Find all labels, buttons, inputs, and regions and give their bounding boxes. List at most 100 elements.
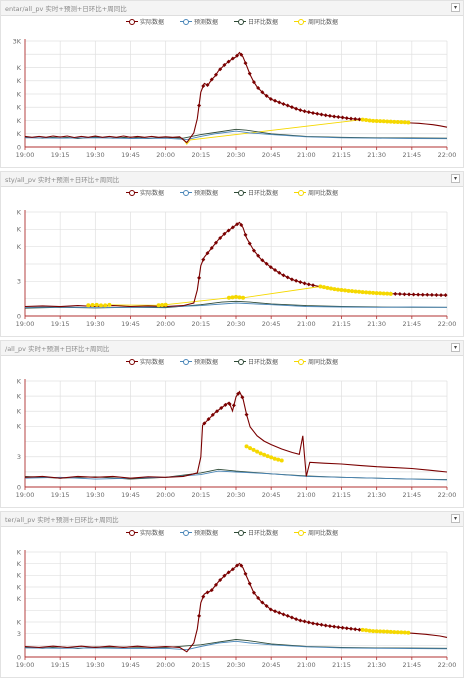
legend-swatch-icon xyxy=(234,18,246,25)
legend-item-week-ratio[interactable]: 周同比数据 xyxy=(294,356,338,366)
x-tick-label: 19:45 xyxy=(121,491,140,499)
x-tick-label: 20:15 xyxy=(191,151,210,159)
legend-item-actual[interactable]: 实际数据 xyxy=(125,187,164,197)
data-point-actual xyxy=(285,275,290,280)
data-point-actual xyxy=(327,113,332,118)
legend-swatch-icon xyxy=(294,18,307,25)
data-point-week-ratio xyxy=(160,302,165,307)
panel-title: sty/all_pv 实时+预测+日环比+周同比 xyxy=(5,176,120,184)
legend-label: 日环比数据 xyxy=(248,189,279,197)
legend-label: 实际数据 xyxy=(139,18,164,26)
data-point-week-ratio xyxy=(90,302,95,307)
x-tick-label: 20:45 xyxy=(262,151,281,159)
legend-item-day-ratio[interactable]: 日环比数据 xyxy=(234,527,278,537)
data-point-week-ratio xyxy=(374,629,379,634)
x-tick-label: 20:45 xyxy=(262,320,281,328)
data-point-actual xyxy=(231,403,236,408)
x-tick-label: 21:30 xyxy=(367,151,386,159)
data-point-week-ratio xyxy=(381,119,386,124)
data-point-actual xyxy=(213,240,218,245)
data-point-actual xyxy=(439,293,444,298)
y-tick-label: K xyxy=(17,583,22,591)
panel-menu-button[interactable]: ▾ xyxy=(451,174,460,183)
data-point-week-ratio xyxy=(241,295,246,300)
x-tick-label: 20:15 xyxy=(191,661,210,669)
data-point-week-ratio xyxy=(318,284,323,289)
legend-swatch-icon xyxy=(179,18,192,25)
data-point-actual xyxy=(277,610,282,615)
x-tick-label: 19:30 xyxy=(86,491,105,499)
data-point-actual xyxy=(268,265,273,270)
legend-item-day-ratio[interactable]: 日环比数据 xyxy=(234,356,278,366)
data-point-actual xyxy=(209,245,214,250)
data-point-actual xyxy=(264,261,269,266)
data-point-actual xyxy=(298,108,303,113)
data-point-week-ratio xyxy=(103,303,108,308)
data-point-actual xyxy=(302,109,307,114)
data-point-week-ratio xyxy=(364,290,369,295)
data-point-actual xyxy=(260,600,265,605)
data-point-week-ratio xyxy=(392,119,397,124)
data-point-week-ratio xyxy=(346,288,351,293)
legend-item-actual[interactable]: 实际数据 xyxy=(125,527,164,537)
data-point-week-ratio xyxy=(371,629,376,634)
chart-legend: 实际数据 预测数据 日环比数据 周同比数据 xyxy=(1,356,463,366)
data-point-actual xyxy=(197,613,202,618)
x-tick-label: 21:30 xyxy=(367,320,386,328)
legend-item-predicted[interactable]: 预测数据 xyxy=(179,16,218,26)
legend-item-predicted[interactable]: 预测数据 xyxy=(179,356,218,366)
y-tick-label: K xyxy=(17,208,22,216)
data-point-actual xyxy=(239,563,244,568)
legend-item-predicted[interactable]: 预测数据 xyxy=(179,527,218,537)
legend-item-day-ratio[interactable]: 日环比数据 xyxy=(234,187,278,197)
data-point-actual xyxy=(205,590,210,595)
series-line-predicted xyxy=(24,470,448,481)
data-point-actual xyxy=(226,59,231,64)
data-point-week-ratio xyxy=(374,291,379,296)
x-tick-label: 19:15 xyxy=(51,491,70,499)
data-point-actual xyxy=(425,292,430,297)
legend-label: 周同比数据 xyxy=(308,189,339,197)
legend-label: 预测数据 xyxy=(193,18,218,26)
data-point-actual xyxy=(311,111,316,116)
data-point-actual xyxy=(222,231,227,236)
data-point-week-ratio xyxy=(156,303,161,308)
data-point-actual xyxy=(443,293,448,298)
legend-item-week-ratio[interactable]: 周同比数据 xyxy=(294,527,338,537)
data-point-actual xyxy=(236,391,241,396)
legend-item-week-ratio[interactable]: 周同比数据 xyxy=(294,16,338,26)
legend-label: 实际数据 xyxy=(139,529,164,537)
data-point-actual xyxy=(209,588,214,593)
legend-item-day-ratio[interactable]: 日环比数据 xyxy=(234,16,278,26)
x-tick-label: 21:15 xyxy=(332,151,351,159)
legend-item-actual[interactable]: 实际数据 xyxy=(125,356,164,366)
legend-item-week-ratio[interactable]: 周同比数据 xyxy=(294,187,338,197)
legend-label: 周同比数据 xyxy=(308,18,339,26)
data-point-actual xyxy=(434,292,439,297)
panel-menu-button[interactable]: ▾ xyxy=(451,3,460,12)
data-point-actual xyxy=(306,110,311,115)
y-tick-label: 3K xyxy=(13,37,22,45)
data-point-week-ratio xyxy=(385,119,390,124)
panel-menu-button[interactable]: ▾ xyxy=(451,343,460,352)
legend-swatch-icon xyxy=(125,529,138,536)
data-point-actual xyxy=(294,278,299,283)
data-point-actual xyxy=(243,232,248,237)
panel-menu-button[interactable]: ▾ xyxy=(451,514,460,523)
data-point-actual xyxy=(230,56,235,61)
data-point-week-ratio xyxy=(395,630,400,635)
legend-label: 日环比数据 xyxy=(248,529,279,537)
x-tick-label: 21:00 xyxy=(297,661,316,669)
data-point-actual xyxy=(281,101,286,106)
y-tick-label: 3 xyxy=(17,630,21,638)
legend-label: 预测数据 xyxy=(193,529,218,537)
data-point-actual xyxy=(230,225,235,230)
data-point-actual xyxy=(353,117,358,122)
x-tick-label: 20:00 xyxy=(156,661,175,669)
legend-item-actual[interactable]: 实际数据 xyxy=(125,16,164,26)
x-tick-label: 21:15 xyxy=(332,661,351,669)
legend-item-predicted[interactable]: 预测数据 xyxy=(179,187,218,197)
series-line-predicted xyxy=(24,302,448,309)
